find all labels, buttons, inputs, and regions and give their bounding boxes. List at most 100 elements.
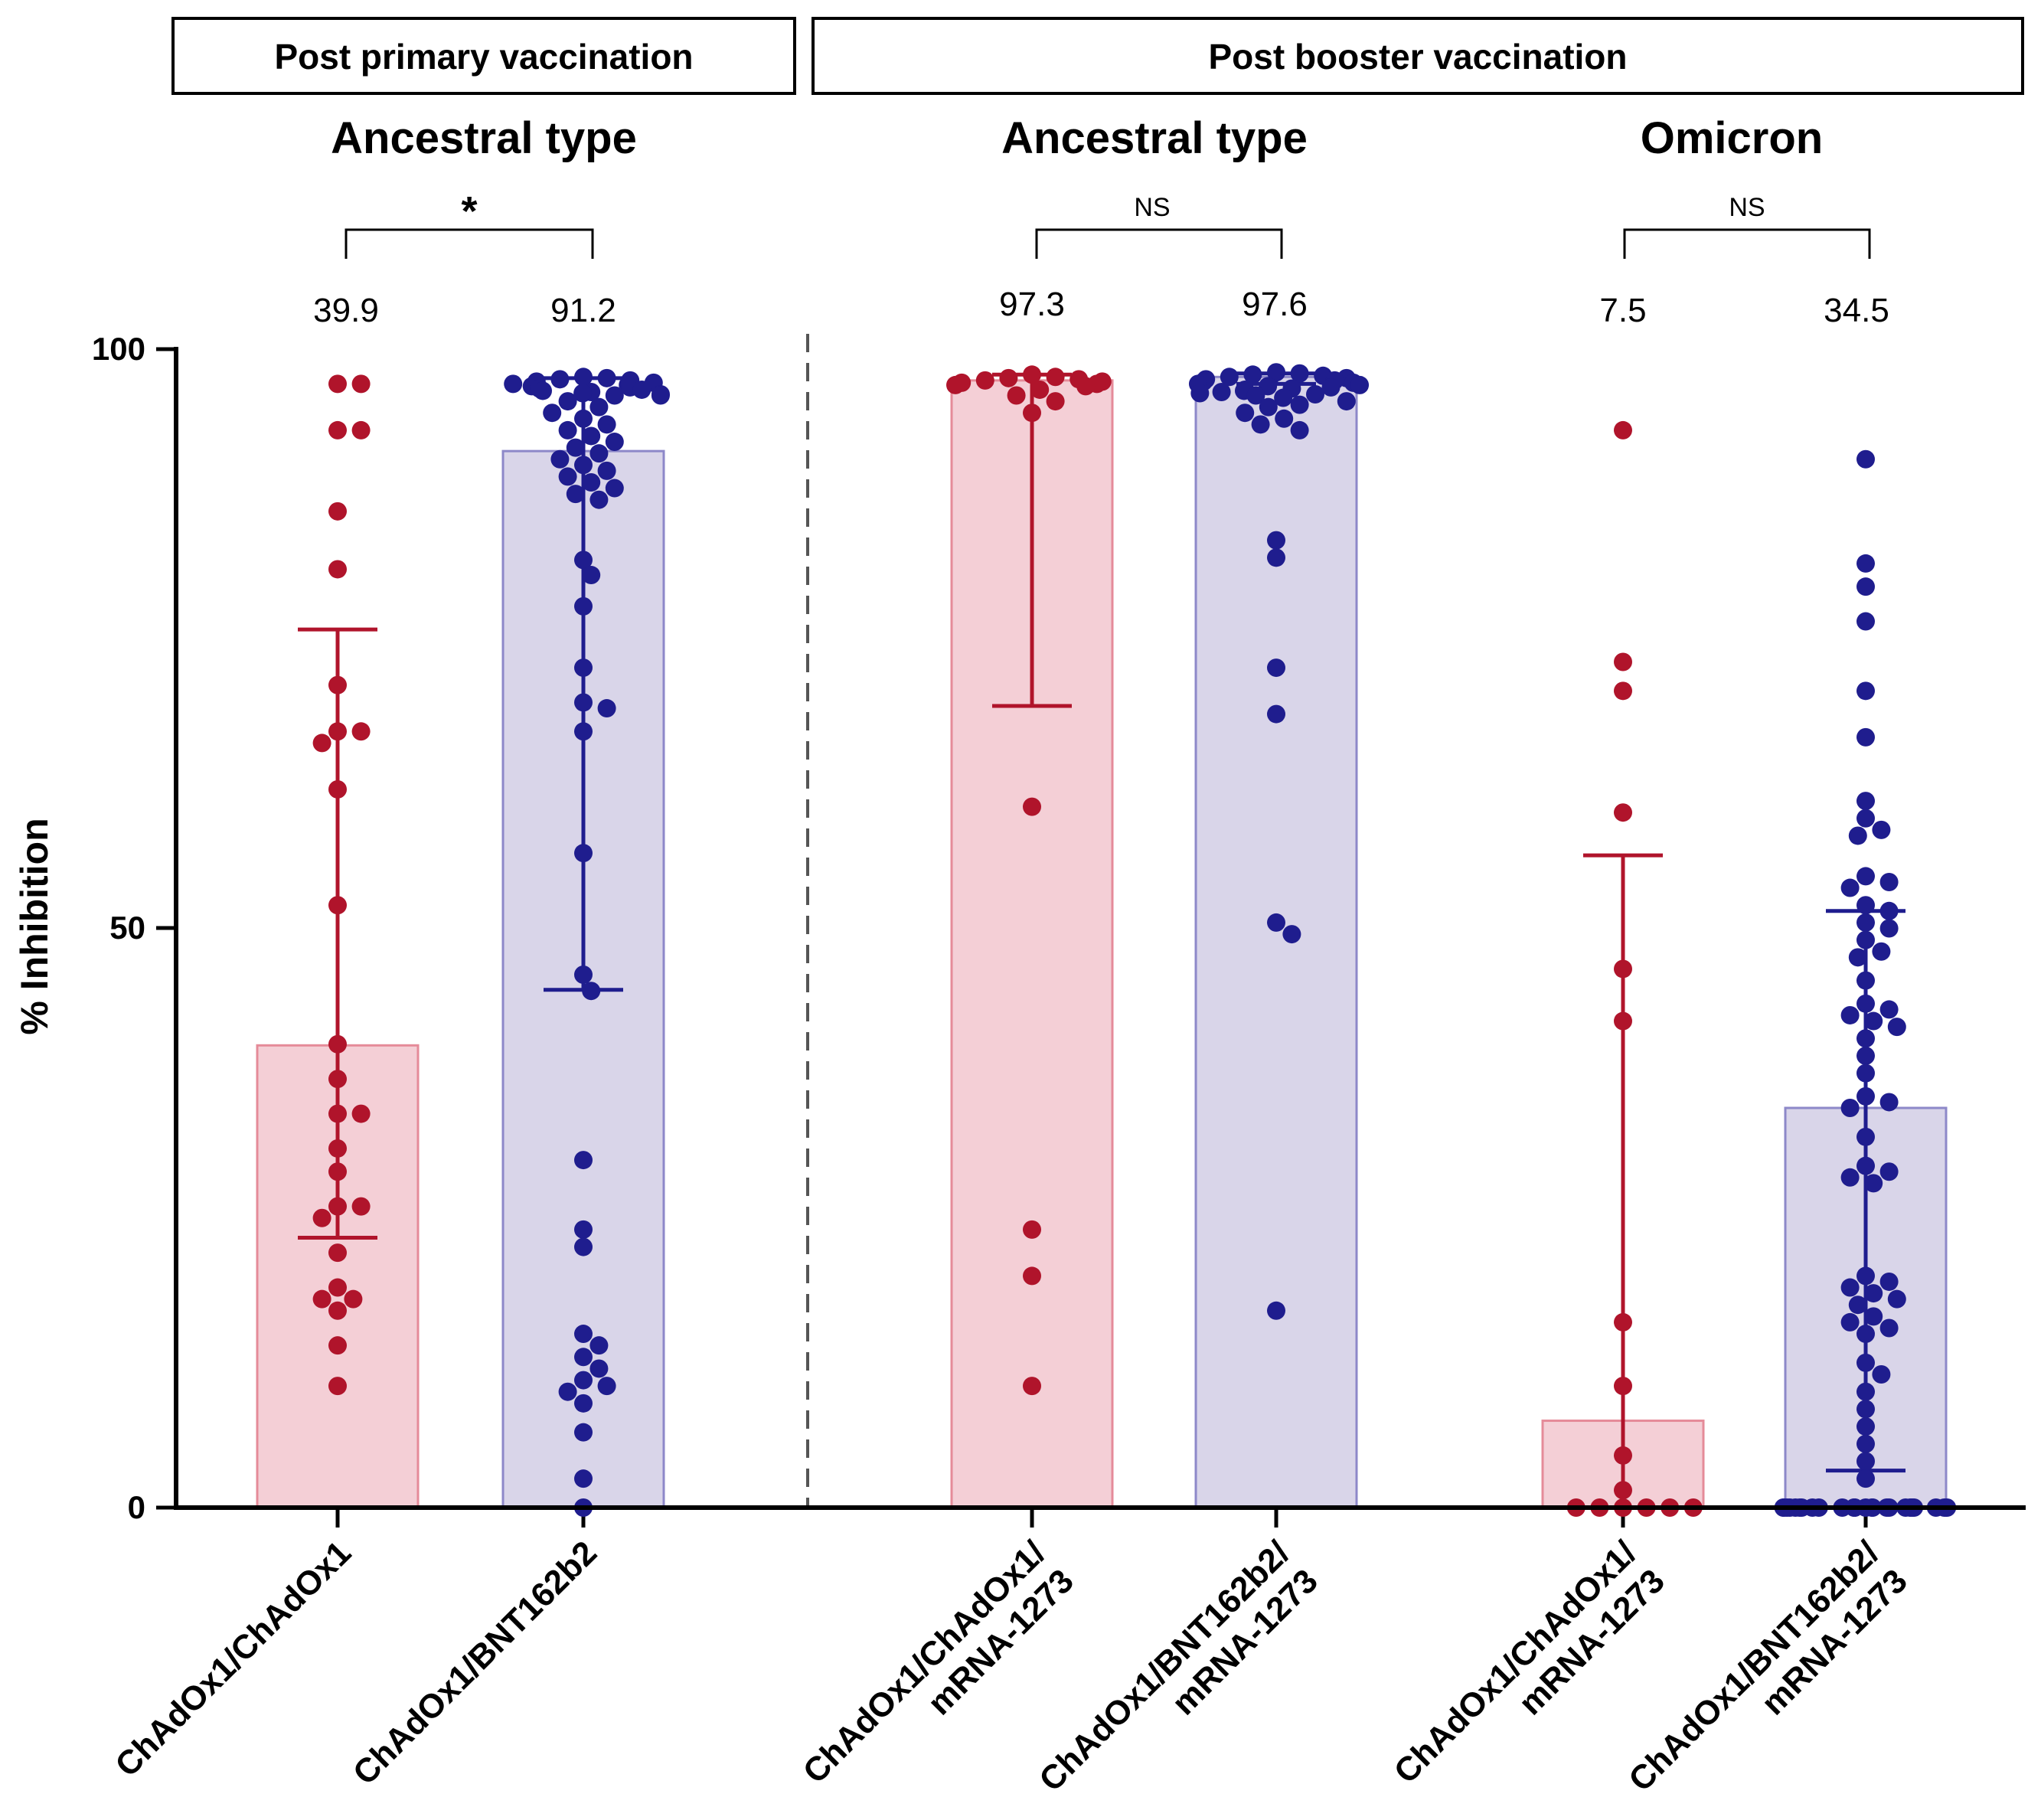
panel-label-primary: Post primary vaccination xyxy=(274,37,693,77)
data-point-6-29 xyxy=(1856,1064,1875,1083)
data-point-3-11 xyxy=(1030,381,1049,399)
significance-bracket-3 xyxy=(1625,230,1870,259)
data-point-4-20 xyxy=(1306,385,1324,404)
data-point-2-23 xyxy=(598,415,616,433)
data-point-4-35 xyxy=(1282,925,1301,943)
data-point-6-7 xyxy=(1856,792,1875,810)
y-tick-label-100: 100 xyxy=(92,331,145,367)
x-label-5-line-1: ChAdOx1/ChAdOx1/ xyxy=(1387,1534,1644,1790)
data-point-6-51 xyxy=(1856,1400,1875,1418)
data-point-6-42 xyxy=(1888,1290,1906,1309)
data-point-1-21 xyxy=(313,1209,331,1227)
data-point-6-28 xyxy=(1856,1047,1875,1065)
x-label-6-line-1: ChAdOx1/BNT162b2/ xyxy=(1621,1534,1886,1799)
data-point-4-26 xyxy=(1236,404,1254,422)
data-point-2-34 xyxy=(606,479,624,498)
data-point-6-44 xyxy=(1864,1307,1883,1325)
data-point-2-18 xyxy=(651,387,670,405)
data-point-2-13 xyxy=(534,381,552,400)
significance-label-2: NS xyxy=(1134,193,1170,222)
data-point-6-3 xyxy=(1856,577,1875,596)
data-point-6-35 xyxy=(1880,1162,1899,1181)
data-point-4-29 xyxy=(1291,421,1309,439)
data-point-3-18 xyxy=(1023,1377,1041,1395)
data-point-6-5 xyxy=(1856,681,1875,700)
data-point-1-19 xyxy=(328,1198,347,1216)
data-point-6-40 xyxy=(1841,1279,1860,1297)
data-point-6-27 xyxy=(1856,1029,1875,1047)
data-point-3-16 xyxy=(1023,1220,1041,1239)
data-point-6-33 xyxy=(1856,1128,1875,1146)
data-point-1-12 xyxy=(328,896,347,914)
data-point-6-16 xyxy=(1856,913,1875,932)
data-point-4-34 xyxy=(1267,913,1285,932)
data-point-6-1 xyxy=(1856,450,1875,469)
data-point-6-39 xyxy=(1880,1273,1899,1291)
data-point-6-10 xyxy=(1849,826,1867,845)
x-label-1-line-1: ChAdOx1/ChAdOx1 xyxy=(108,1534,358,1784)
data-point-2-12 xyxy=(632,381,651,399)
mean-label-2: 91.2 xyxy=(550,292,616,329)
data-point-5-9 xyxy=(1614,1446,1632,1465)
data-point-2-33 xyxy=(582,473,600,492)
data-point-2-28 xyxy=(589,444,608,462)
data-point-5-7 xyxy=(1614,1313,1632,1332)
data-point-2-32 xyxy=(559,467,577,485)
data-point-1-14 xyxy=(328,1070,347,1088)
data-point-2-49 xyxy=(574,1238,593,1256)
data-point-4-31 xyxy=(1267,548,1285,567)
data-point-6-32 xyxy=(1841,1099,1860,1117)
data-point-2-24 xyxy=(559,421,577,439)
mean-label-5: 7.5 xyxy=(1599,292,1646,329)
data-point-1-25 xyxy=(313,1290,331,1309)
mean-label-1: 39.9 xyxy=(313,292,379,329)
data-point-1-13 xyxy=(328,1035,347,1054)
data-point-6-54 xyxy=(1856,1452,1875,1470)
data-point-3-3 xyxy=(999,369,1017,387)
data-point-4-14 xyxy=(1321,378,1340,397)
data-point-6-34 xyxy=(1856,1157,1875,1175)
x-label-3-line-1: ChAdOx1/ChAdOx1/ xyxy=(796,1534,1053,1790)
data-point-6-38 xyxy=(1856,1266,1875,1285)
plot-area xyxy=(257,363,1956,1528)
x-label-2-line-1: ChAdOx1/BNT162b2 xyxy=(346,1534,604,1792)
data-point-6-11 xyxy=(1856,867,1875,885)
data-point-1-18 xyxy=(328,1162,347,1181)
data-point-2-7 xyxy=(504,374,522,393)
data-point-3-17 xyxy=(1023,1266,1041,1285)
data-point-2-30 xyxy=(574,456,593,474)
mean-label-6: 34.5 xyxy=(1824,292,1889,329)
data-point-6-47 xyxy=(1856,1325,1875,1343)
data-point-3-2 xyxy=(1047,368,1065,386)
data-point-6-52 xyxy=(1856,1417,1875,1436)
data-point-2-51 xyxy=(589,1336,608,1354)
data-point-1-28 xyxy=(328,1377,347,1395)
data-point-3-5 xyxy=(976,371,994,390)
data-point-3-9 xyxy=(946,376,965,394)
inhibition-chart: Post primary vaccination Post booster va… xyxy=(0,0,2041,1820)
data-point-1-20 xyxy=(352,1198,371,1216)
x-label-6: ChAdOx1/BNT162b2/mRNA-1273 xyxy=(1621,1534,1915,1820)
data-point-6-53 xyxy=(1856,1435,1875,1453)
data-point-2-21 xyxy=(543,404,561,422)
data-point-6-55 xyxy=(1856,1469,1875,1488)
data-point-2-42 xyxy=(598,699,616,717)
data-point-4-23 xyxy=(1337,392,1356,410)
panel-label-booster: Post booster vaccination xyxy=(1208,37,1627,77)
data-point-4-12 xyxy=(1350,376,1369,394)
data-point-6-17 xyxy=(1880,920,1899,938)
data-point-1-10 xyxy=(313,734,331,752)
data-point-5-2 xyxy=(1614,653,1632,671)
data-point-6-31 xyxy=(1880,1093,1899,1111)
data-point-6-49 xyxy=(1872,1365,1890,1384)
data-point-6-36 xyxy=(1841,1168,1860,1187)
data-point-4-24 xyxy=(1291,396,1309,414)
data-point-5-8 xyxy=(1614,1377,1632,1395)
data-point-2-57 xyxy=(574,1394,593,1413)
data-point-3-14 xyxy=(1023,404,1041,422)
mean-label-3: 97.3 xyxy=(999,286,1065,323)
data-point-2-56 xyxy=(559,1383,577,1401)
data-point-2-29 xyxy=(550,450,569,469)
data-point-1-16 xyxy=(352,1105,371,1123)
data-point-4-18 xyxy=(1213,383,1231,401)
